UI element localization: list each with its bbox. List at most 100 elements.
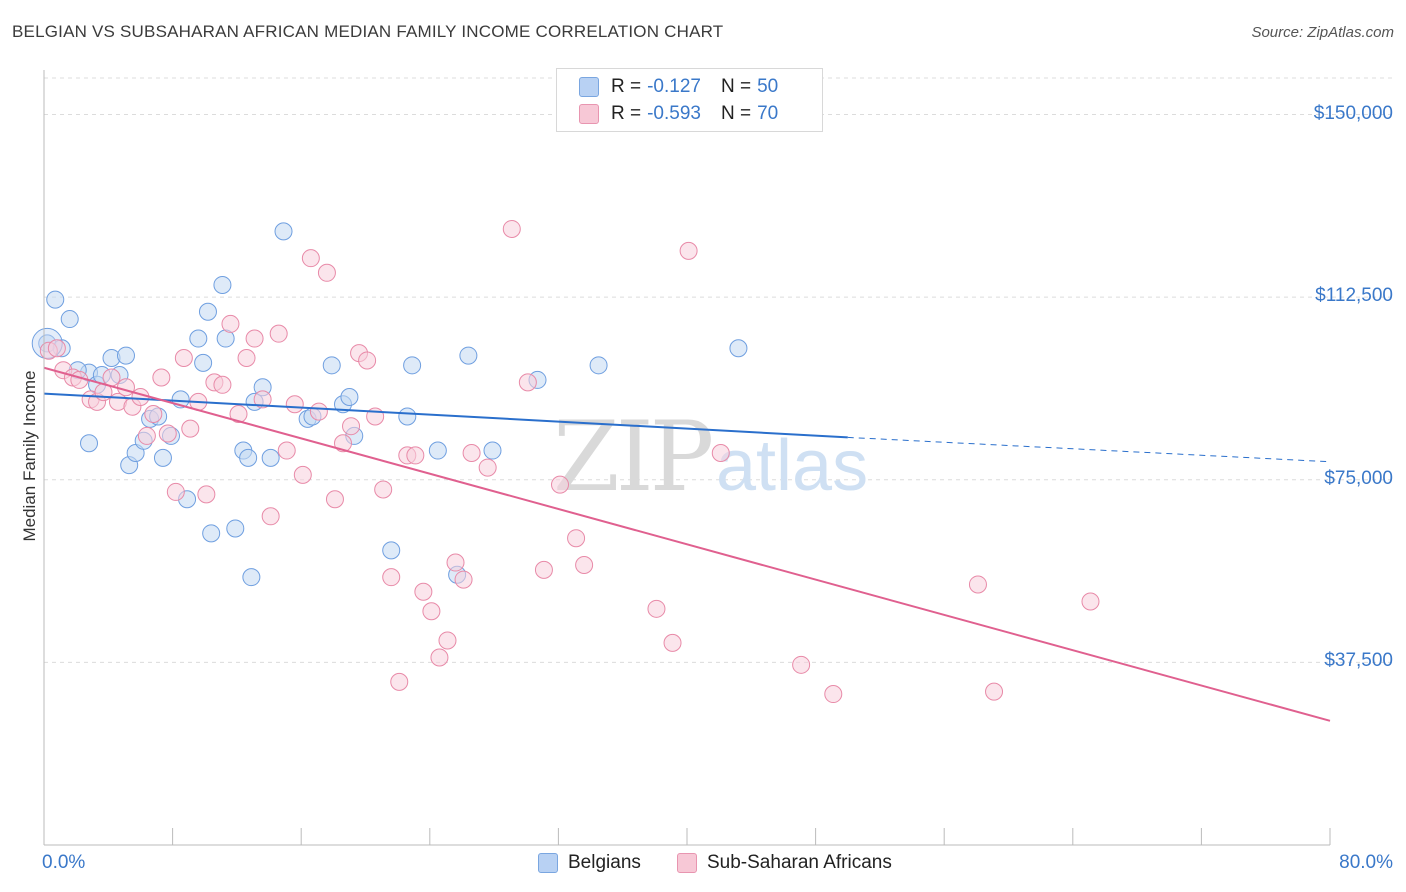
subsaharan-point	[502, 219, 521, 238]
subsaharan-point	[309, 402, 328, 421]
subsaharan-point	[534, 560, 553, 579]
subsaharan-point	[158, 424, 177, 443]
legend-r-value: -0.593	[647, 103, 701, 124]
subsaharan-point	[358, 351, 377, 370]
belgian-point	[80, 434, 99, 453]
belgian-point	[403, 356, 422, 375]
watermark-zip: ZIP	[553, 401, 712, 513]
subsaharan-point	[317, 263, 336, 282]
belgian-point	[261, 448, 280, 467]
belgian-point	[483, 441, 502, 460]
subsaharan-point	[301, 249, 320, 268]
subsaharan-point	[181, 419, 200, 438]
subsaharan-point	[325, 490, 344, 509]
belgian-point	[340, 387, 359, 406]
legend-row-belgians: R = -0.127 N = 50	[579, 74, 778, 100]
series-swatch-subsaharan	[677, 853, 697, 873]
legend-swatch-subsaharan	[579, 104, 599, 124]
belgian-point	[459, 346, 478, 365]
legend-row-subsaharan: R = -0.593 N = 70	[579, 101, 778, 127]
belgian-point	[589, 356, 608, 375]
belgians-trend-extension	[847, 436, 1331, 463]
subsaharan-point	[253, 390, 272, 409]
legend-r-label: R =	[611, 103, 642, 124]
subsaharan-point	[647, 599, 666, 618]
y-axis-title: Median Family Income	[20, 370, 39, 542]
belgians-trend-line	[43, 392, 848, 439]
series-legend-belgians[interactable]: Belgians	[538, 852, 641, 874]
subsaharan-point	[237, 349, 256, 368]
belgian-point	[242, 568, 261, 587]
belgian-point	[194, 353, 213, 372]
legend-n-label: N =	[720, 103, 752, 124]
subsaharan-point	[438, 631, 457, 650]
subsaharan-point	[342, 417, 361, 436]
chart-source: Source: ZipAtlas.com	[1251, 24, 1394, 41]
correlation-legend: R = -0.127 N = 50 R = -0.593 N = 70	[556, 68, 823, 132]
subsaharan-point	[131, 387, 150, 406]
belgian-point	[116, 346, 135, 365]
subsaharan-point	[406, 446, 425, 465]
subsaharan-point	[382, 568, 401, 587]
subsaharan-point	[446, 553, 465, 572]
subsaharan-point	[174, 349, 193, 368]
legend-n-label: N =	[720, 76, 752, 97]
belgian-point	[428, 441, 447, 460]
subsaharan-point	[229, 405, 248, 424]
legend-n-value: 50	[757, 76, 779, 97]
subsaharan-point	[102, 368, 121, 387]
subsaharan-point	[462, 443, 481, 462]
subsaharan-point	[679, 241, 698, 260]
series-legend-subsaharan[interactable]: Sub-Saharan Africans	[677, 852, 892, 874]
subsaharan-point	[663, 633, 682, 652]
belgian-point	[322, 356, 341, 375]
belgian-point	[729, 339, 748, 358]
series-label-subsaharan: Sub-Saharan Africans	[707, 852, 892, 873]
chart-title: BELGIAN VS SUBSAHARAN AFRICAN MEDIAN FAM…	[12, 22, 724, 41]
subsaharan-point	[285, 395, 304, 414]
subsaharan-trend-line	[43, 366, 1331, 722]
subsaharan-point	[221, 314, 240, 333]
subsaharan-point	[478, 458, 497, 477]
belgian-point	[274, 222, 293, 241]
subsaharan-point	[390, 672, 409, 691]
subsaharan-point	[1081, 592, 1100, 611]
belgian-point	[226, 519, 245, 538]
subsaharan-point	[422, 602, 441, 621]
subsaharan-point	[333, 434, 352, 453]
belgian-point	[213, 275, 232, 294]
y-tick-label: $112,500	[1315, 285, 1393, 307]
subsaharan-point	[575, 555, 594, 574]
subsaharan-point	[144, 405, 163, 424]
subsaharan-point	[430, 648, 449, 667]
subsaharan-point	[551, 475, 570, 494]
subsaharan-point	[152, 368, 171, 387]
subsaharan-point	[197, 485, 216, 504]
belgian-point	[382, 541, 401, 560]
subsaharan-point	[454, 570, 473, 589]
subsaharan-point	[985, 682, 1004, 701]
subsaharan-point	[293, 465, 312, 484]
subsaharan-point	[277, 441, 296, 460]
legend-n-value: 70	[757, 103, 779, 124]
subsaharan-point	[116, 378, 135, 397]
x-tick-label-max: 80.0%	[1339, 852, 1393, 873]
belgian-point	[398, 407, 417, 426]
subsaharan-point	[261, 507, 280, 526]
y-tick-label: $150,000	[1313, 102, 1393, 124]
subsaharan-point	[374, 480, 393, 499]
subsaharan-point	[567, 529, 586, 548]
legend-r-label: R =	[611, 76, 642, 97]
subsaharan-point	[824, 685, 843, 704]
subsaharan-point	[245, 329, 264, 348]
belgian-point	[202, 524, 221, 543]
subsaharan-point	[518, 373, 537, 392]
y-tick-label: $75,000	[1324, 467, 1393, 489]
subsaharan-point	[968, 575, 987, 594]
x-tick-label-min: 0.0%	[42, 852, 86, 873]
subsaharan-point	[166, 482, 185, 501]
legend-r-value: -0.127	[647, 76, 701, 97]
belgian-point	[189, 329, 208, 348]
legend-swatch-belgians	[579, 77, 599, 97]
